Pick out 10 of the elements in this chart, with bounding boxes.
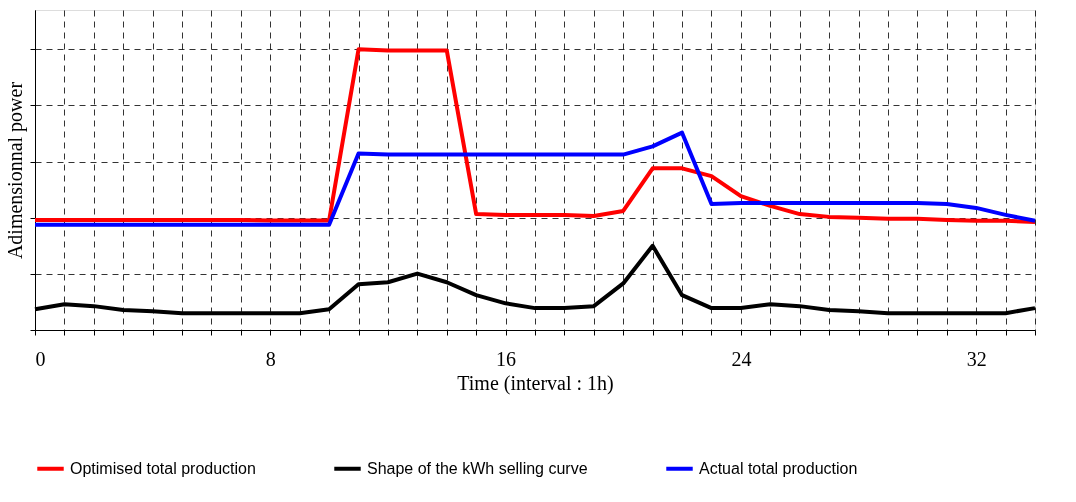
legend-label: Shape of the kWh selling curve (367, 459, 588, 477)
x-axis-title: Time (interval : 1h) (457, 371, 614, 395)
x-tick-label: 32 (966, 347, 987, 370)
y-axis-title: Adimensionnal power (4, 81, 27, 260)
x-tick-label: 0 (35, 347, 46, 370)
legend-label: Actual total production (699, 459, 858, 477)
x-tick-label: 16 (496, 347, 517, 370)
x-tick-label: 24 (731, 347, 752, 370)
legend-label: Optimised total production (70, 459, 256, 477)
x-tick-label: 8 (265, 347, 276, 370)
